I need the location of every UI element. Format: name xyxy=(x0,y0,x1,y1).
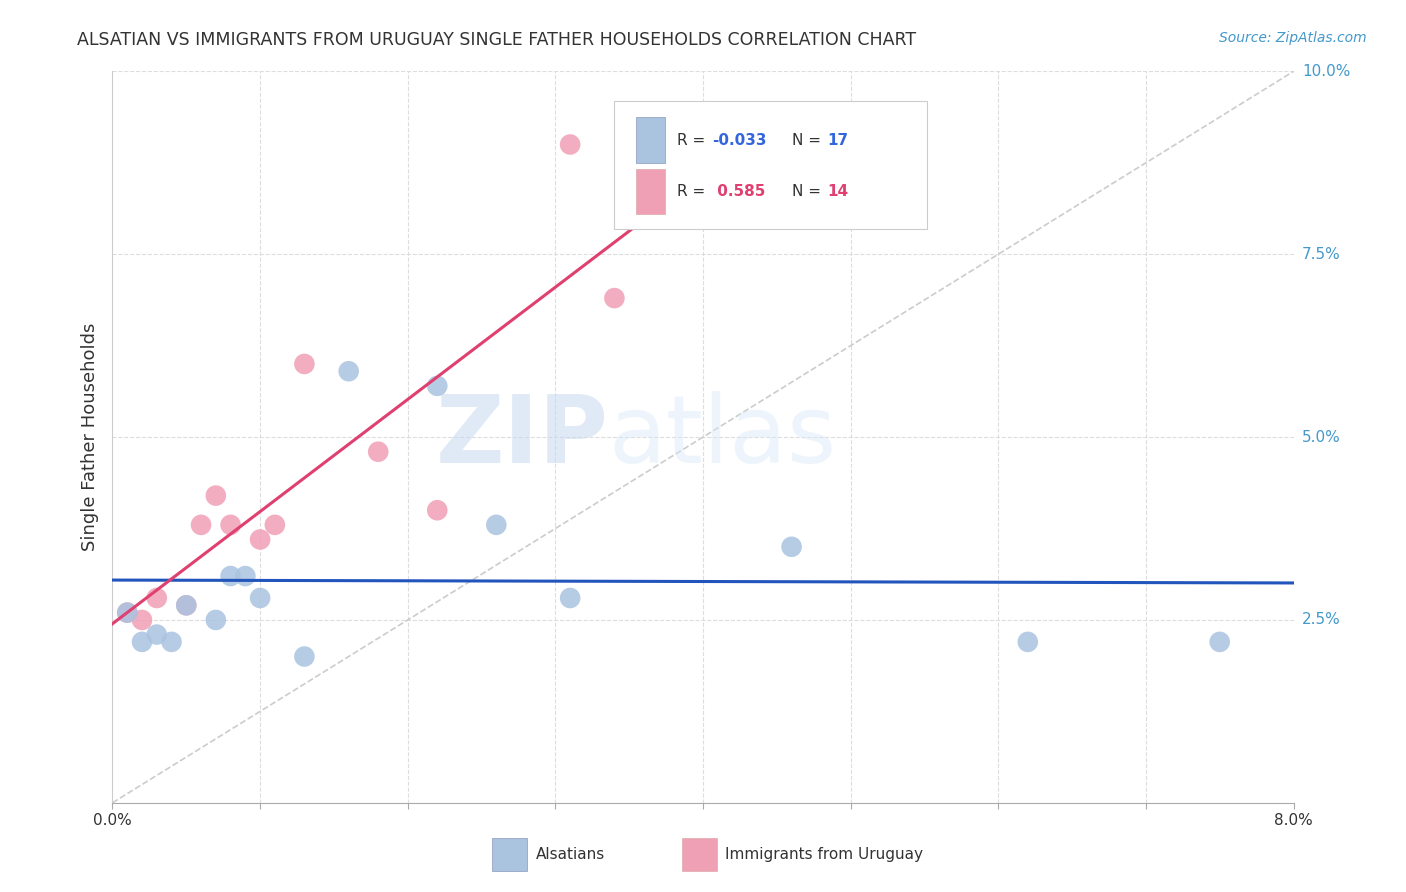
FancyBboxPatch shape xyxy=(636,118,665,162)
Point xyxy=(131,635,153,649)
Text: N =: N = xyxy=(792,133,825,147)
Text: 0.585: 0.585 xyxy=(713,184,766,199)
Point xyxy=(117,606,138,620)
Point xyxy=(205,489,228,503)
Text: 2.5%: 2.5% xyxy=(1302,613,1340,627)
Point xyxy=(174,599,197,613)
Text: 10.0%: 10.0% xyxy=(1302,64,1350,78)
Point xyxy=(174,599,197,613)
Point xyxy=(219,517,242,532)
Text: N =: N = xyxy=(792,184,825,199)
Point xyxy=(131,613,153,627)
Text: Immigrants from Uruguay: Immigrants from Uruguay xyxy=(725,847,924,862)
Point xyxy=(780,540,803,554)
Text: R =: R = xyxy=(678,184,710,199)
Text: R =: R = xyxy=(678,133,710,147)
Point xyxy=(249,533,271,547)
Point xyxy=(146,591,169,605)
Point xyxy=(219,569,242,583)
FancyBboxPatch shape xyxy=(614,101,928,228)
Text: 5.0%: 5.0% xyxy=(1302,430,1340,444)
Point xyxy=(292,357,315,371)
Point xyxy=(160,635,183,649)
Point xyxy=(560,591,582,605)
Point xyxy=(205,613,228,627)
Text: 14: 14 xyxy=(827,184,848,199)
Point xyxy=(603,291,626,305)
Point xyxy=(292,649,315,664)
Point xyxy=(1208,635,1232,649)
FancyBboxPatch shape xyxy=(636,169,665,214)
Text: Source: ZipAtlas.com: Source: ZipAtlas.com xyxy=(1219,31,1367,45)
Point xyxy=(1017,635,1039,649)
Point xyxy=(367,444,389,458)
Point xyxy=(233,569,256,583)
Text: atlas: atlas xyxy=(609,391,837,483)
Text: ALSATIAN VS IMMIGRANTS FROM URUGUAY SINGLE FATHER HOUSEHOLDS CORRELATION CHART: ALSATIAN VS IMMIGRANTS FROM URUGUAY SING… xyxy=(77,31,917,49)
Text: 17: 17 xyxy=(827,133,848,147)
Text: -0.033: -0.033 xyxy=(713,133,766,147)
Text: Alsatians: Alsatians xyxy=(536,847,605,862)
Point xyxy=(146,627,169,641)
Point xyxy=(249,591,271,605)
Text: 7.5%: 7.5% xyxy=(1302,247,1340,261)
Point xyxy=(117,606,138,620)
Point xyxy=(485,517,508,532)
Y-axis label: Single Father Households: Single Father Households xyxy=(80,323,98,551)
Point xyxy=(337,364,360,378)
Point xyxy=(190,517,212,532)
Text: ZIP: ZIP xyxy=(436,391,609,483)
Point xyxy=(560,137,582,152)
Point xyxy=(426,379,449,393)
Point xyxy=(264,517,287,532)
Point xyxy=(426,503,449,517)
